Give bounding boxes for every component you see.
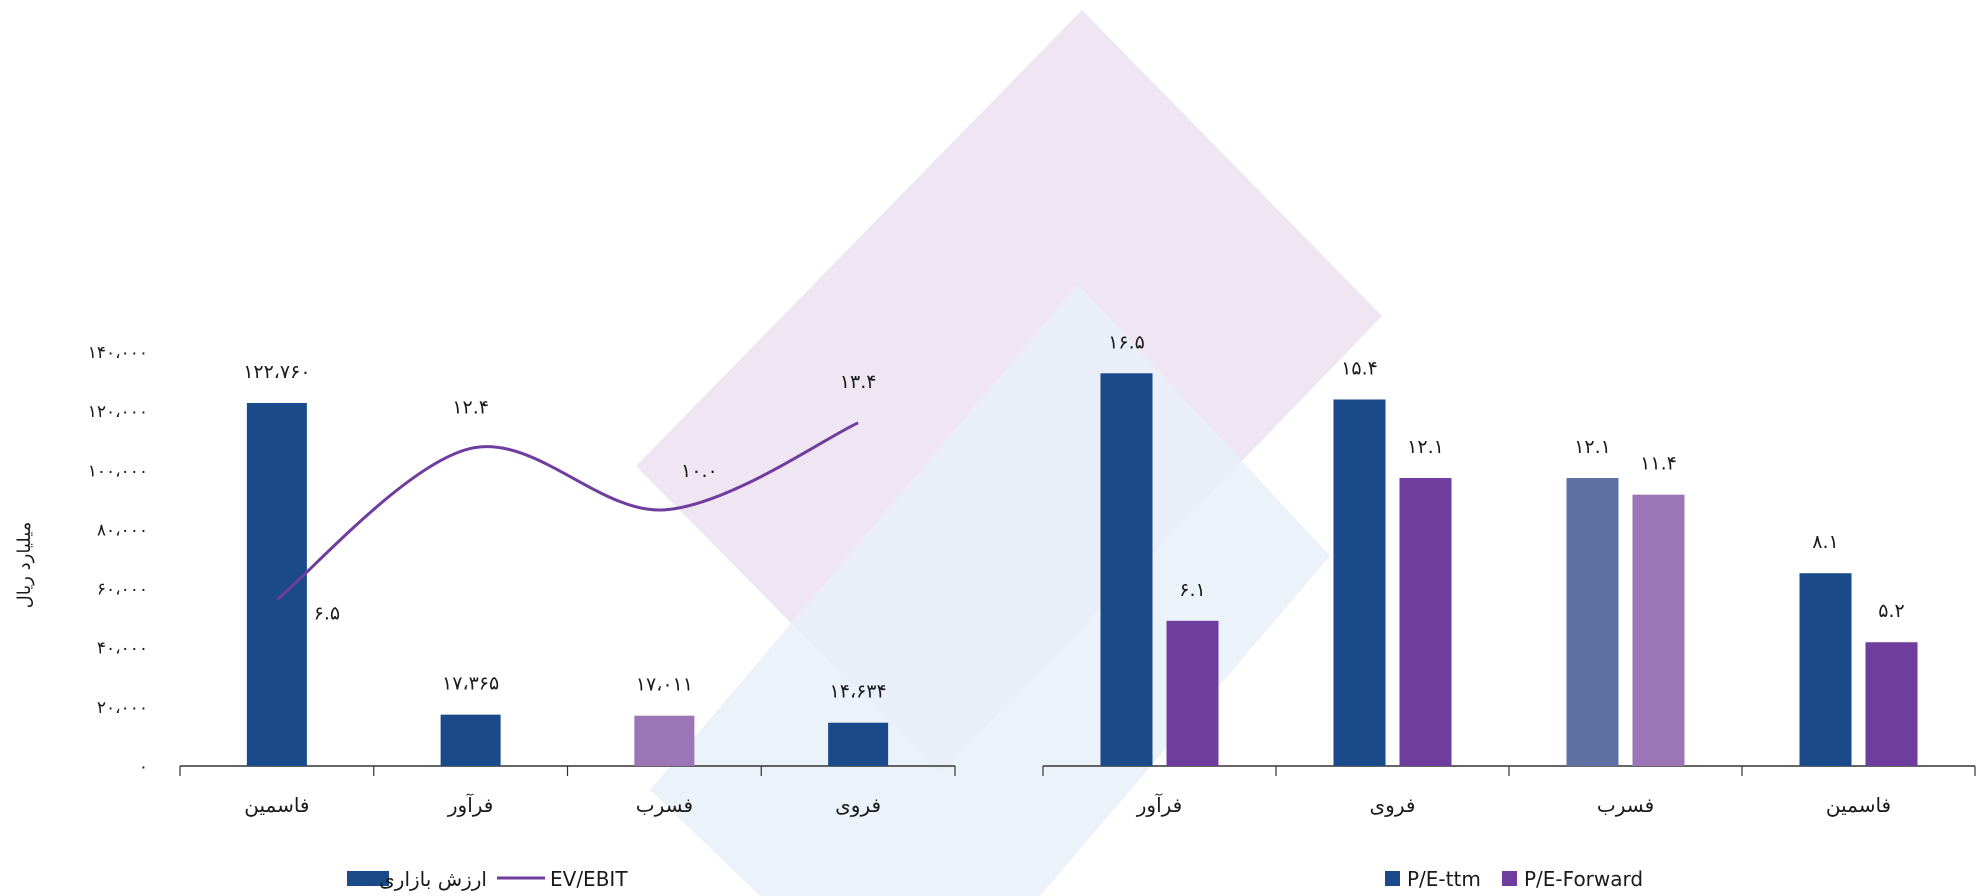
pe-ttm-data-label: ۱۵.۴ — [1341, 357, 1378, 379]
market-value-chart: ۰ ۲۰،۰۰۰ ۴۰،۰۰۰ ۶۰،۰۰۰ ۸۰،۰۰۰ ۱۰۰،۰۰۰ ۱۲۰،۰۰۰ ۱… — [14, 343, 956, 891]
legend-swatch-pe-forward — [1502, 871, 1517, 886]
legend-swatch-pe-ttm — [1385, 871, 1400, 886]
y-tick-label: ۴۰،۰۰۰ — [97, 639, 148, 659]
pe-ttm-bar — [1799, 573, 1852, 766]
market-value-bar — [246, 402, 307, 766]
y-tick-label: ۱۲۰،۰۰۰ — [88, 402, 148, 422]
market-value-bar — [634, 715, 695, 766]
chart1-data-labels: ۱۲۲،۷۶۰ ۱۷،۳۶۵ ۱۷،۰۱۱ ۱۴،۶۳۴ ۶.۵ ۱۲.۴ ۱۰.۰ ۱۳.۴ — [243, 361, 887, 703]
ev-ebit-data-label: ۱۲.۴ — [452, 396, 489, 418]
market-value-bar — [440, 714, 501, 766]
legend-label-ev-ebit: EV/EBIT — [550, 867, 628, 891]
pe-forward-bar — [1399, 478, 1452, 766]
category-label: فروی — [835, 793, 881, 817]
background-decoration — [636, 10, 1382, 896]
legend-label-pe-ttm: P/E-ttm — [1407, 867, 1481, 891]
chart2-legend: P/E-ttm P/E-Forward — [1385, 867, 1643, 891]
pe-ratio-chart: ۱۶.۵۱۵.۴۱۲.۱۸.۱۶.۱۱۲.۱۱۱.۴۵.۲ فرآور فروی ف… — [1042, 331, 1976, 891]
category-label: فسرب — [636, 793, 693, 817]
pe-ttm-data-label: ۱۲.۱ — [1574, 436, 1611, 458]
y-tick-label: ۸۰،۰۰۰ — [97, 520, 148, 540]
y-tick-label: ۶۰،۰۰۰ — [97, 580, 148, 600]
ev-ebit-data-label: ۶.۵ — [314, 603, 340, 625]
pe-forward-data-label: ۶.۱ — [1179, 579, 1205, 601]
market-value-data-label: ۱۷،۰۱۱ — [636, 674, 693, 696]
pe-forward-data-label: ۱۱.۴ — [1640, 453, 1677, 475]
ev-ebit-data-label: ۱۳.۴ — [840, 371, 877, 393]
legend-swatch-market-value — [347, 871, 389, 886]
pe-forward-bar — [1632, 494, 1685, 766]
category-label: فرآور — [447, 792, 493, 817]
y-tick-label: ۱۰۰،۰۰۰ — [88, 461, 148, 481]
chart1-x-axis-ticks — [179, 766, 956, 776]
chart1-legend: ارزش بازاری EV/EBIT — [347, 867, 628, 891]
y-tick-label: ۱۴۰،۰۰۰ — [88, 343, 148, 363]
pe-ttm-bar — [1333, 399, 1386, 766]
pe-forward-data-label: ۱۲.۱ — [1407, 436, 1444, 458]
chart2-data-labels: ۱۶.۵ ۱۵.۴ ۱۲.۱ ۸.۱ ۶.۱ ۱۲.۱ ۱۱.۴ ۵.۲ — [1108, 331, 1905, 622]
chart1-y-axis-ticks: ۰ ۲۰،۰۰۰ ۴۰،۰۰۰ ۶۰،۰۰۰ ۸۰،۰۰۰ ۱۰۰،۰۰۰ ۱۲۰،۰۰۰ ۱… — [88, 343, 148, 777]
pe-ttm-bar — [1566, 478, 1619, 766]
y-tick-label: ۰ — [139, 757, 148, 777]
market-value-bar — [828, 722, 889, 766]
category-label: فروی — [1370, 793, 1416, 817]
market-value-data-label: ۱۷،۳۶۵ — [442, 673, 499, 695]
legend-label-market-value: ارزش بازاری — [379, 867, 487, 891]
background-diamond-blue — [650, 284, 1330, 896]
chart2-category-labels: فرآور فروی فسرب فاسمین — [1136, 792, 1891, 817]
category-label: فاسمین — [1826, 793, 1891, 817]
chart1-bars — [246, 402, 889, 766]
pe-forward-bar — [1166, 620, 1219, 766]
legend-label-pe-forward: P/E-Forward — [1524, 867, 1643, 891]
pe-forward-bar — [1865, 642, 1918, 766]
chart1-ev-ebit-line — [275, 421, 859, 601]
market-value-data-label: ۱۴،۶۳۴ — [830, 681, 887, 703]
category-label: فسرب — [1597, 793, 1654, 817]
pe-ttm-data-label: ۱۶.۵ — [1108, 331, 1145, 353]
pe-forward-data-label: ۵.۲ — [1878, 600, 1904, 622]
chart1-y-axis-label: میلیارد ریال — [14, 522, 35, 609]
chart1-category-labels: فاسمین فرآور فسرب فروی — [244, 792, 881, 817]
category-label: فرآور — [1136, 792, 1182, 817]
category-label: فاسمین — [244, 793, 309, 817]
pe-ttm-data-label: ۸.۱ — [1812, 531, 1838, 553]
chart2-x-axis-ticks — [1042, 766, 1976, 776]
market-value-data-label: ۱۲۲،۷۶۰ — [243, 361, 310, 383]
chart2-bars — [1100, 373, 1918, 766]
ev-ebit-data-label: ۱۰.۰ — [681, 460, 718, 482]
y-tick-label: ۲۰،۰۰۰ — [97, 698, 148, 718]
pe-ttm-bar — [1100, 373, 1153, 766]
